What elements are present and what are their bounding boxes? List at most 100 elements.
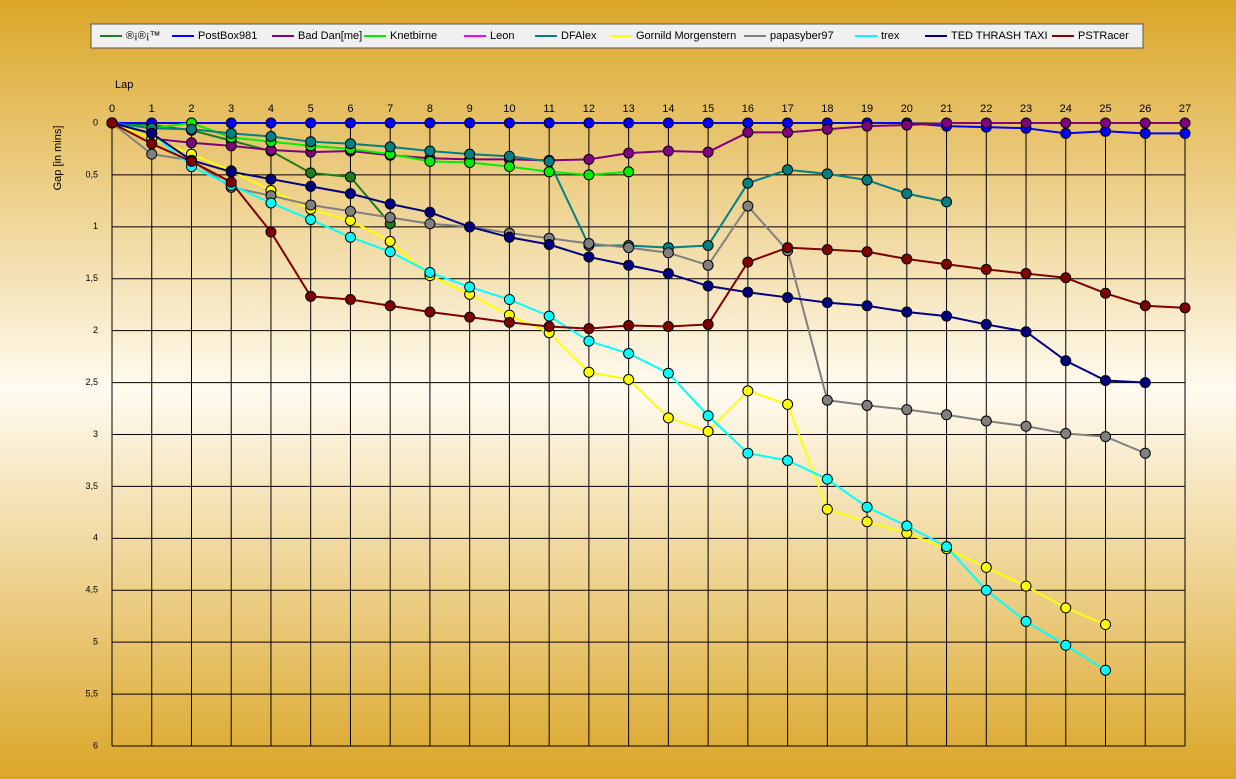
y-tick-label: 4 [93,533,98,543]
y-tick-label: 1,5 [85,273,98,283]
x-tick-label: 19 [861,103,873,115]
data-point [583,366,595,378]
data-point [742,286,754,298]
data-point [225,166,237,178]
data-point [583,153,595,165]
data-point [344,138,356,150]
data-point [742,177,754,189]
data-point [623,373,635,385]
data-point [503,316,515,328]
data-point [702,146,714,158]
data-point [623,117,635,129]
data-point [662,145,674,157]
x-tick-label: 27 [1179,103,1191,115]
data-point [1100,117,1112,129]
data-point [543,310,555,322]
data-point [702,117,714,129]
data-point [821,503,833,515]
data-point [344,294,356,306]
x-tick-label: 20 [901,103,913,115]
data-point [662,367,674,379]
data-point [623,259,635,271]
data-point [702,318,714,330]
data-point [384,198,396,210]
data-point [1139,127,1151,139]
data-point [782,291,794,303]
data-point [305,214,317,226]
data-point [1139,447,1151,459]
data-point [424,155,436,167]
data-point [583,251,595,263]
data-point [742,385,754,397]
data-point [980,561,992,573]
x-tick-label: 11 [543,103,554,115]
data-point [821,297,833,309]
data-point [225,117,237,129]
data-point [782,242,794,254]
data-point [305,290,317,302]
data-point [225,176,237,188]
data-point [384,211,396,223]
data-point [980,117,992,129]
data-point [543,238,555,250]
data-point [821,394,833,406]
legend-label: DFAlex [561,30,597,42]
data-point [1020,268,1032,280]
data-point [861,399,873,411]
y-tick-label: 6 [93,740,98,750]
data-point [623,147,635,159]
data-point [1020,580,1032,592]
x-tick-label: 1 [149,103,155,115]
data-point [384,300,396,312]
data-point [821,473,833,485]
y-tick-label: 0,5 [85,169,98,179]
y-tick-label: 5 [93,637,98,647]
series-line [111,121,629,176]
x-tick-label: 2 [188,103,194,115]
data-point [941,310,953,322]
data-point [742,126,754,138]
data-point [583,237,595,249]
data-point [1060,355,1072,367]
data-point [623,348,635,360]
data-point [503,117,515,129]
data-point [901,306,913,318]
y-tick-label: 2,5 [85,377,98,387]
x-tick-label: 23 [1020,103,1032,115]
legend-label: trex [881,30,900,42]
data-point [305,136,317,148]
data-point [1179,127,1191,139]
data-point [1060,427,1072,439]
data-point [702,280,714,292]
data-point [742,200,754,212]
data-point [941,196,953,208]
data-point [185,123,197,135]
x-tick-label: 6 [347,103,353,115]
data-point [344,231,356,243]
data-point [503,150,515,162]
data-point [861,120,873,132]
data-point [384,235,396,247]
data-point [146,148,158,160]
data-point [901,253,913,265]
data-point [702,259,714,271]
x-tick-label: 9 [467,103,473,115]
x-tick-label: 15 [702,103,714,115]
y-tick-label: 2 [93,325,98,335]
x-tick-label: 12 [583,103,595,115]
data-point [464,281,476,293]
legend-label: TED THRASH TAXI [951,30,1048,42]
x-tick-label: 14 [662,103,674,115]
data-point [344,188,356,200]
data-point [821,123,833,135]
data-point [980,415,992,427]
legend-label: ®¡®¡™ [126,30,161,42]
data-point [782,164,794,176]
data-point [1060,117,1072,129]
data-point [424,267,436,279]
data-point [1100,431,1112,443]
x-tick-label: 26 [1139,103,1151,115]
data-point [742,256,754,268]
data-point [305,199,317,211]
